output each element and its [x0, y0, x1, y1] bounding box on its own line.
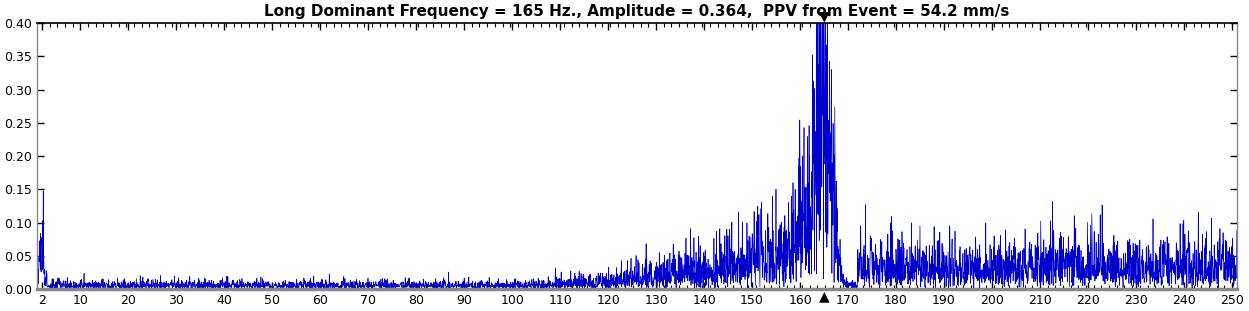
Title: Long Dominant Frequency = 165 Hz., Amplitude = 0.364,  PPV from Event = 54.2 mm/: Long Dominant Frequency = 165 Hz., Ampli…	[265, 4, 1009, 19]
Text: ▲: ▲	[819, 289, 829, 303]
Text: ▼: ▼	[819, 9, 829, 23]
